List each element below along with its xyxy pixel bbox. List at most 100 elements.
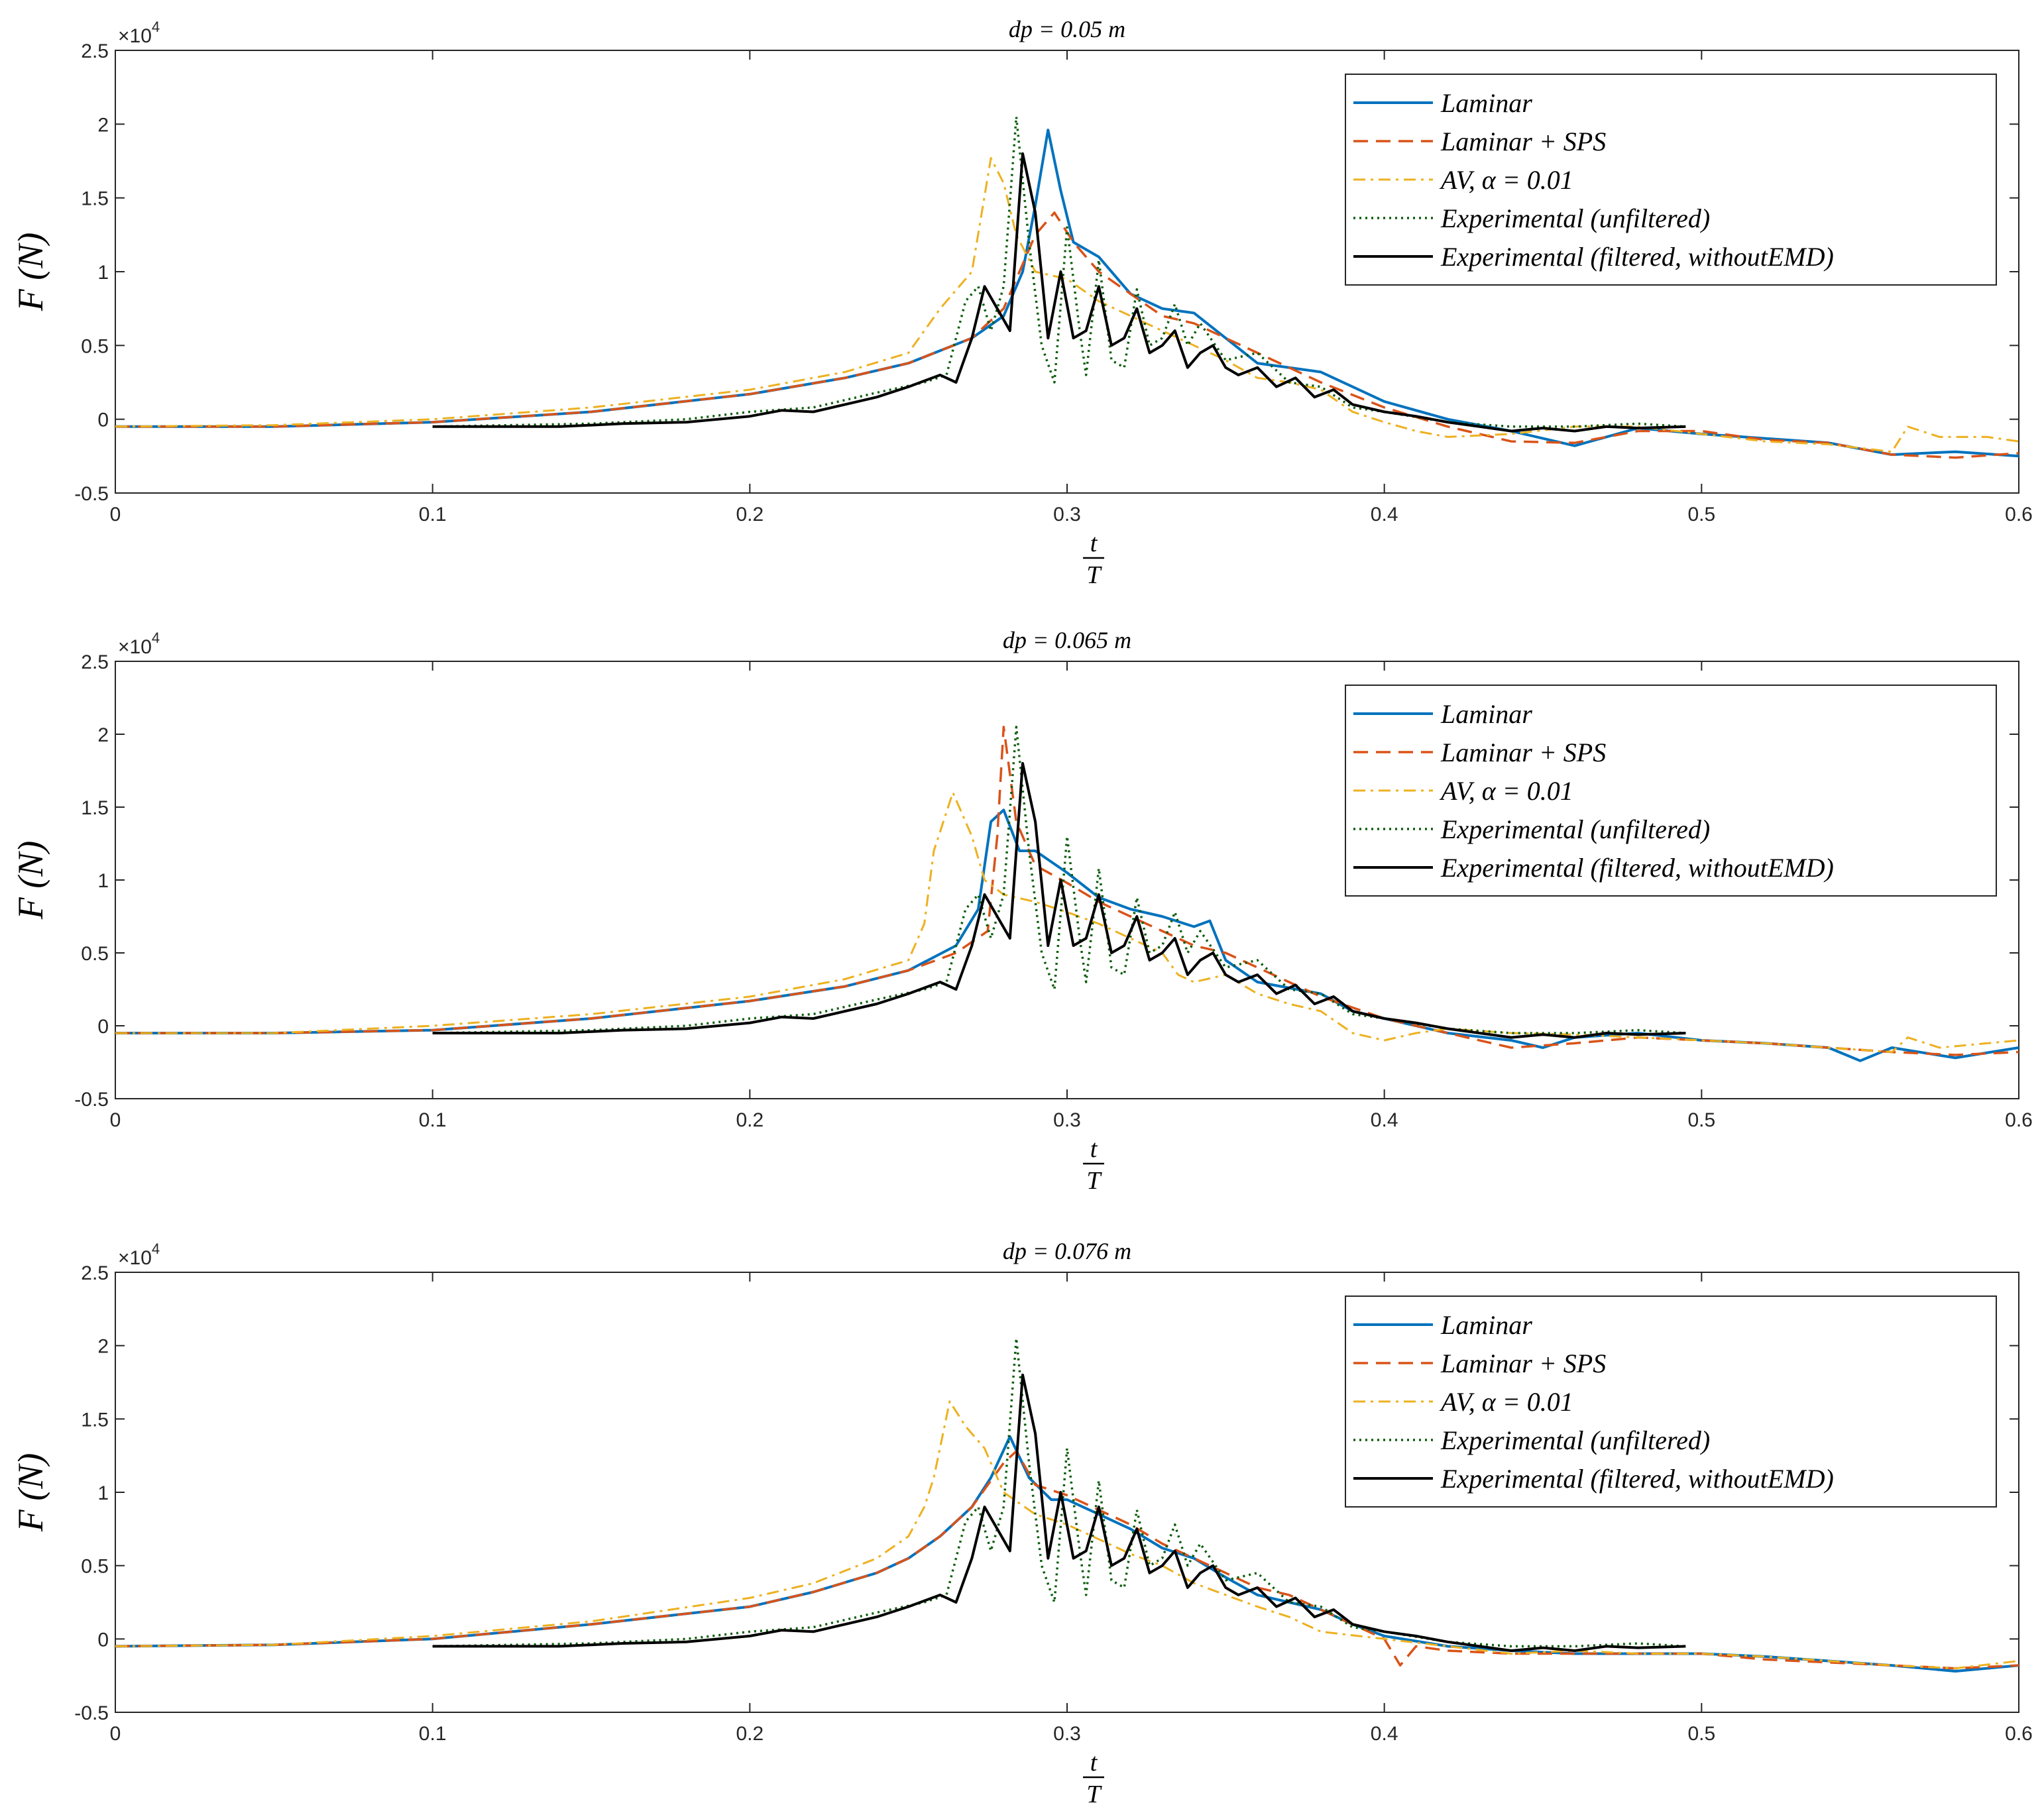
legend: Laminar Laminar + SPS AV, α = 0.01 Experime… <box>1345 74 1997 286</box>
legend-label-laminar: Laminar <box>1440 1310 1532 1340</box>
x-tick-label: 0.4 <box>1371 1723 1398 1745</box>
y-exponent-label: ×104 <box>118 19 160 47</box>
series-line-av <box>115 1400 2019 1670</box>
y-tick-label: 1 <box>97 262 109 284</box>
x-tick-label: 0.5 <box>1687 1109 1715 1131</box>
plot-area <box>115 726 2019 1062</box>
legend-label-exp_filtered: Experimental (filtered, withoutEMD) <box>1440 853 1834 883</box>
y-exponent-power: 4 <box>152 19 160 35</box>
x-axis-label-denominator: T <box>1086 561 1102 589</box>
y-tick-label: 1.5 <box>81 797 109 819</box>
legend-box <box>1345 685 1997 897</box>
x-tick-label: 0.2 <box>736 1723 764 1745</box>
y-tick-label: 2 <box>97 724 109 746</box>
series-line-exp_unfiltered <box>432 726 1686 1034</box>
legend-label-exp_unfiltered: Experimental (unfiltered) <box>1440 814 1710 844</box>
panel-3: 0 0.1 0.2 0.3 0.4 0.5 0.6-0.500.511.522.5×104 d… <box>11 1238 2033 1808</box>
plot-area <box>115 115 2019 459</box>
legend-label-av: AV, α = 0.01 <box>1439 776 1573 806</box>
y-exponent-power: 4 <box>152 1240 160 1257</box>
y-exponent-label: ×104 <box>118 630 160 658</box>
x-tick-label: 0.6 <box>2005 504 2033 525</box>
y-tick-label: 2 <box>97 1336 109 1358</box>
legend-label-sps: Laminar + SPS <box>1440 738 1606 767</box>
series-line-exp_filtered <box>432 1373 1686 1652</box>
x-axis-label-denominator: T <box>1086 1781 1102 1808</box>
x-tick-label: 0 <box>110 1109 121 1131</box>
x-tick-label: 0 <box>110 504 121 525</box>
y-tick-label: 0 <box>97 1016 109 1038</box>
y-exponent-power: 4 <box>152 630 160 646</box>
legend-label-exp_filtered: Experimental (filtered, withoutEMD) <box>1440 1464 1834 1494</box>
x-tick-label: 0.2 <box>736 504 764 525</box>
x-tick-label: 0.4 <box>1371 504 1398 525</box>
legend: Laminar Laminar + SPS AV, α = 0.01 Experime… <box>1345 685 1997 897</box>
legend-label-laminar: Laminar <box>1440 699 1532 729</box>
y-tick-label: 1.5 <box>81 1409 109 1431</box>
y-tick-label: 0 <box>97 410 109 431</box>
panel-title: dp = 0.065 m <box>1003 627 1131 653</box>
legend-label-laminar: Laminar <box>1440 88 1532 118</box>
x-tick-label: 0.5 <box>1687 504 1715 525</box>
series-line-av <box>115 791 2019 1054</box>
y-tick-label: 2 <box>97 114 109 136</box>
series-line-exp_unfiltered <box>432 1337 1686 1648</box>
y-tick-label: 1 <box>97 870 109 892</box>
x-tick-label: 0.1 <box>419 1723 447 1745</box>
panel-title: dp = 0.076 m <box>1003 1238 1131 1264</box>
y-tick-label: 0.5 <box>81 335 109 357</box>
y-tick-label: 2.5 <box>81 651 109 673</box>
x-axis-label-numerator: t <box>1090 1135 1098 1163</box>
y-exponent-label: ×104 <box>118 1240 160 1269</box>
legend-label-av: AV, α = 0.01 <box>1439 1387 1573 1417</box>
y-exponent-base: ×10 <box>118 636 152 658</box>
panel-title: dp = 0.05 m <box>1009 16 1125 42</box>
series-line-exp_unfiltered <box>432 115 1686 428</box>
series-line-exp_filtered <box>432 762 1686 1039</box>
x-axis-label-numerator: t <box>1090 1749 1098 1777</box>
y-tick-label: 2.5 <box>81 1262 109 1284</box>
y-exponent-base: ×10 <box>118 1247 152 1269</box>
series-line-exp_filtered <box>432 152 1686 433</box>
x-tick-label: 0.4 <box>1371 1109 1398 1131</box>
legend-label-av: AV, α = 0.01 <box>1439 165 1573 195</box>
legend-label-exp_unfiltered: Experimental (unfiltered) <box>1440 203 1710 233</box>
x-tick-label: 0.5 <box>1687 1723 1715 1745</box>
legend-label-sps: Laminar + SPS <box>1440 1349 1606 1378</box>
y-tick-label: -0.5 <box>74 483 109 505</box>
legend-box <box>1345 1295 1997 1508</box>
y-tick-label: 1 <box>97 1482 109 1504</box>
series-line-av <box>115 157 2019 453</box>
plot-area <box>115 1337 2019 1673</box>
x-tick-label: 0 <box>110 1723 121 1745</box>
y-tick-label: 0.5 <box>81 943 109 965</box>
x-tick-label: 0.6 <box>2005 1723 2033 1745</box>
series-line-sps <box>115 211 2019 459</box>
legend-label-exp_unfiltered: Experimental (unfiltered) <box>1440 1425 1710 1455</box>
y-axis-label: F (N) <box>11 1453 50 1532</box>
y-tick-label: -0.5 <box>74 1089 109 1111</box>
panel-1: 0 0.1 0.2 0.3 0.4 0.5 0.6-0.500.511.522.5×104 d… <box>11 16 2033 589</box>
y-axis-label: F (N) <box>11 841 50 920</box>
x-axis-label-numerator: t <box>1090 529 1098 557</box>
legend: Laminar Laminar + SPS AV, α = 0.01 Experime… <box>1345 1295 1997 1508</box>
y-tick-label: -0.5 <box>74 1702 109 1724</box>
x-tick-label: 0.3 <box>1053 504 1081 525</box>
panel-2: 0 0.1 0.2 0.3 0.4 0.5 0.6-0.500.511.522.5×104 d… <box>11 627 2033 1195</box>
legend-label-sps: Laminar + SPS <box>1440 127 1606 156</box>
y-exponent-base: ×10 <box>118 25 152 47</box>
y-tick-label: 0.5 <box>81 1556 109 1578</box>
x-axis-label-denominator: T <box>1086 1167 1102 1195</box>
y-tick-label: 1.5 <box>81 188 109 210</box>
x-tick-label: 0.6 <box>2005 1109 2033 1131</box>
x-tick-label: 0.1 <box>419 1109 447 1131</box>
x-tick-label: 0.2 <box>736 1109 764 1131</box>
y-axis-label: F (N) <box>11 233 50 311</box>
y-tick-label: 0 <box>97 1629 109 1651</box>
series-line-sps <box>115 1450 2019 1670</box>
x-tick-label: 0.1 <box>419 504 447 525</box>
y-tick-label: 2.5 <box>81 40 109 62</box>
legend-box <box>1345 74 1997 286</box>
x-tick-label: 0.3 <box>1053 1109 1081 1131</box>
